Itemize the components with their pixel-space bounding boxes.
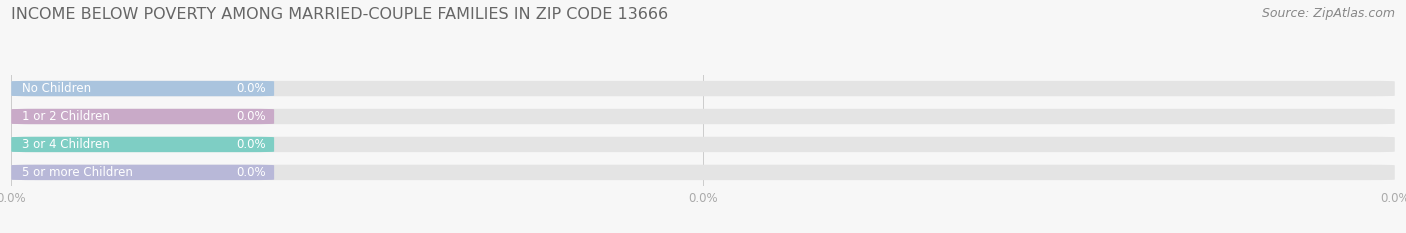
Text: INCOME BELOW POVERTY AMONG MARRIED-COUPLE FAMILIES IN ZIP CODE 13666: INCOME BELOW POVERTY AMONG MARRIED-COUPL… — [11, 7, 668, 22]
FancyBboxPatch shape — [11, 137, 1395, 152]
FancyBboxPatch shape — [11, 137, 274, 152]
Text: 5 or more Children: 5 or more Children — [22, 166, 134, 179]
Text: Source: ZipAtlas.com: Source: ZipAtlas.com — [1261, 7, 1395, 20]
FancyBboxPatch shape — [11, 81, 274, 96]
FancyBboxPatch shape — [11, 109, 274, 124]
FancyBboxPatch shape — [11, 165, 274, 180]
FancyBboxPatch shape — [11, 81, 1395, 96]
Text: 1 or 2 Children: 1 or 2 Children — [22, 110, 110, 123]
Text: 0.0%: 0.0% — [236, 166, 266, 179]
FancyBboxPatch shape — [11, 109, 1395, 124]
FancyBboxPatch shape — [11, 165, 1395, 180]
Text: No Children: No Children — [22, 82, 91, 95]
Text: 0.0%: 0.0% — [236, 82, 266, 95]
Text: 0.0%: 0.0% — [236, 110, 266, 123]
Text: 3 or 4 Children: 3 or 4 Children — [22, 138, 110, 151]
Text: 0.0%: 0.0% — [236, 138, 266, 151]
